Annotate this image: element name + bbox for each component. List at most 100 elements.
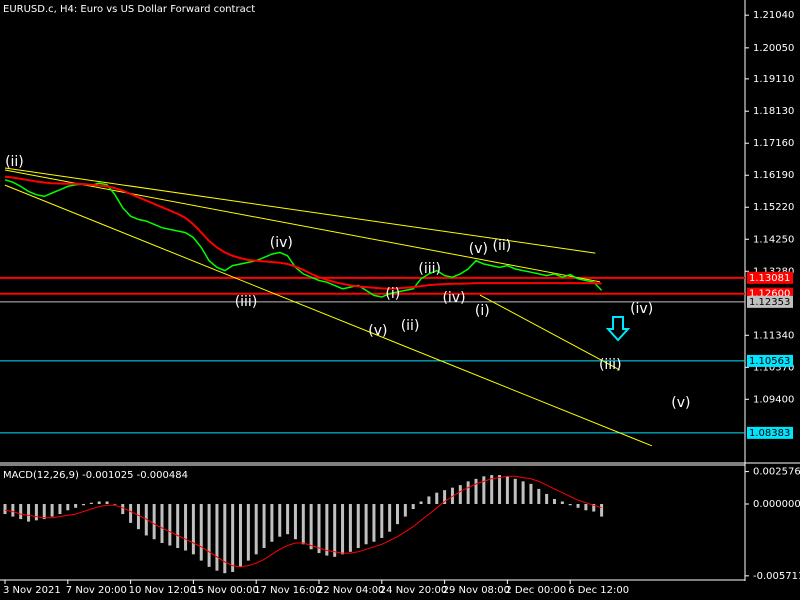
x-tick-label: 17 Nov 16:00 [254, 585, 321, 596]
x-tick-label: 24 Nov 20:00 [380, 585, 447, 596]
macd-bar [262, 504, 266, 549]
x-tick-label: 10 Nov 12:00 [129, 585, 196, 596]
macd-bar [576, 504, 580, 508]
macd-bar [301, 504, 305, 545]
macd-bar [450, 487, 454, 504]
wave-label: (iii) [418, 261, 441, 277]
wave-label: (i) [475, 303, 490, 319]
macd-bar [246, 504, 250, 561]
macd-bar [537, 488, 541, 504]
macd-bar [191, 504, 195, 555]
macd-bar [199, 504, 203, 561]
macd-bar [105, 501, 109, 504]
macd-bar [317, 504, 321, 554]
signal-line [4, 475, 602, 568]
y-tick-label: 1.18130 [753, 106, 794, 117]
macd-title: MACD(12,26,9) -0.001025 -0.000484 [3, 470, 188, 481]
macd-bar [466, 481, 470, 504]
x-tick-label: 2 Dec 00:00 [505, 585, 566, 596]
macd-bar [239, 504, 242, 567]
macd-bar [184, 504, 188, 551]
y-tick-label: 1.10370 [753, 362, 794, 373]
macd-bar [113, 504, 117, 505]
macd-bar [66, 504, 70, 511]
x-tick-label: 3 Nov 2021 [3, 585, 61, 596]
level-label: 1.13081 [749, 273, 790, 284]
y-tick-label: 1.09400 [753, 394, 794, 405]
macd-bar [144, 504, 148, 536]
price-line [4, 179, 603, 298]
level-label: 1.08383 [749, 428, 790, 439]
macd-bar [419, 501, 423, 504]
macd-bar [19, 504, 23, 520]
x-tick-label: 15 Nov 00:00 [191, 585, 258, 596]
y-tick-label: 0.000000 [753, 499, 800, 510]
macd-bar [270, 504, 274, 542]
trend-line [4, 167, 596, 254]
macd-bar [129, 504, 133, 523]
wave-label: (iii) [599, 357, 622, 373]
x-tick-label: 7 Nov 20:00 [66, 585, 127, 596]
y-tick-label: 1.19110 [753, 74, 794, 85]
wave-label: (ii) [5, 154, 24, 170]
macd-bar [458, 485, 462, 504]
trend-line [4, 169, 601, 283]
macd-bar [474, 478, 478, 504]
macd-bar [82, 504, 85, 506]
macd-bar [286, 504, 290, 535]
macd-bar [136, 504, 140, 530]
macd-bar [443, 490, 447, 504]
macd-bar [427, 496, 431, 504]
macd-bar [74, 504, 78, 508]
macd-bar [58, 504, 62, 515]
macd-bar [364, 504, 368, 545]
x-tick-label: 22 Nov 04:00 [317, 585, 384, 596]
level-label-box [747, 426, 793, 439]
macd-bar [168, 504, 172, 546]
wave-label: (ii) [493, 238, 512, 254]
macd-bar [372, 504, 376, 542]
macd-bar [50, 504, 54, 517]
y-tick-label: 1.16190 [753, 170, 794, 181]
macd-bar [545, 493, 549, 504]
level-label: 1.10563 [749, 356, 790, 367]
macd-bar [435, 492, 439, 504]
macd-bar [176, 504, 180, 549]
trend-line [479, 294, 620, 371]
macd-bar [403, 504, 407, 517]
macd-bar [529, 483, 533, 504]
wave-label: (i) [385, 286, 400, 302]
macd-bar [348, 504, 352, 552]
y-tick-label: 1.21040 [753, 10, 794, 21]
moving-average [4, 175, 602, 290]
macd-bar [42, 504, 46, 520]
macd-bar [341, 504, 345, 555]
wave-label: (v) [368, 323, 387, 339]
trend-line [4, 184, 653, 447]
wave-label: (iv) [630, 301, 653, 317]
wave-label: (v) [671, 395, 690, 411]
macd-bar [325, 504, 329, 556]
macd-bar [498, 475, 502, 504]
wave-label: (iv) [442, 290, 465, 306]
wave-label: (iii) [235, 294, 258, 310]
macd-bar [278, 504, 282, 537]
macd-bar [396, 504, 399, 525]
y-tick-label: 1.11340 [753, 330, 794, 341]
wave-label: (v) [469, 241, 488, 257]
macd-bar [560, 501, 564, 504]
level-label: 1.12353 [749, 297, 790, 308]
down-arrow [605, 316, 631, 342]
y-tick-label: 1.15220 [753, 202, 794, 213]
macd-bar [34, 504, 38, 521]
level-label-box [747, 354, 793, 367]
macd-bar [293, 504, 297, 540]
macd-bar [380, 504, 384, 538]
macd-bar [600, 504, 604, 517]
macd-bar [592, 504, 596, 512]
y-tick-label: 1.17160 [753, 138, 794, 149]
y-tick-label: 1.20050 [753, 43, 794, 54]
macd-bar [584, 504, 588, 511]
y-tick-label: -0.005711 [753, 571, 800, 582]
